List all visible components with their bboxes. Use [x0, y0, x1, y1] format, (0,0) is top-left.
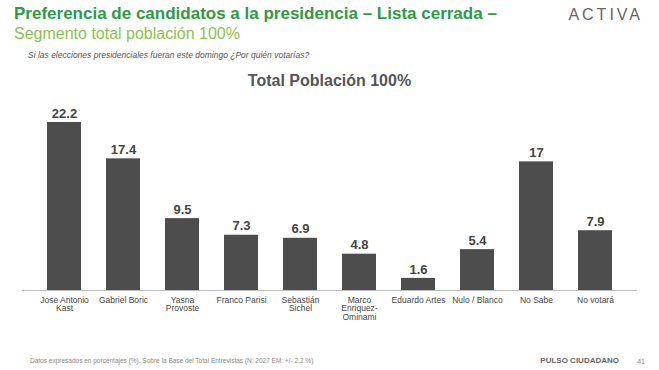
html-text:41: 41 — [637, 358, 645, 365]
html-text:Total Población 100%: Total Población 100% — [247, 72, 412, 89]
svg-text:1.6: 1.6 — [409, 262, 427, 277]
svg-text:17.4: 17.4 — [111, 142, 137, 157]
svg-text:7.3: 7.3 — [232, 218, 250, 233]
svg-text:Nulo / Blanco: Nulo / Blanco — [452, 295, 503, 305]
svg-text:YasnaProvoste: YasnaProvoste — [166, 295, 200, 314]
svg-text:7.9: 7.9 — [586, 214, 604, 229]
svg-text:SebastiánSichel: SebastiánSichel — [282, 295, 320, 314]
svg-text:Gabriel Boric: Gabriel Boric — [99, 295, 149, 305]
svg-text:22.2: 22.2 — [52, 106, 77, 121]
svg-text:Jose AntonioKast: Jose AntonioKast — [40, 295, 89, 314]
svg-text:Franco Parisi: Franco Parisi — [216, 295, 266, 305]
html-text:PULSO CIUDADANO: PULSO CIUDADANO — [540, 356, 619, 365]
svg-text:No Sabe: No Sabe — [520, 295, 553, 305]
svg-text:Eduardo Artes: Eduardo Artes — [392, 295, 446, 305]
svg-text:17: 17 — [529, 145, 543, 160]
svg-text:No votará: No votará — [577, 295, 614, 305]
html-text:Preferencia de candidatos a la: Preferencia de candidatos a la presidenc… — [14, 4, 497, 23]
svg-text:5.4: 5.4 — [468, 233, 487, 248]
svg-text:MarcoEnriquez-Ominami: MarcoEnriquez-Ominami — [341, 295, 378, 322]
html-text:Si las elecciones presidencial: Si las elecciones presidenciales fueran … — [28, 50, 310, 60]
html-text:ACTIVA: ACTIVA — [568, 6, 643, 23]
html-text:Datos expresados en porcentaje: Datos expresados en porcentajes (%). Sob… — [30, 357, 314, 364]
html-text:Segmento total población 100%: Segmento total población 100% — [14, 25, 240, 42]
svg-text:4.8: 4.8 — [350, 237, 368, 252]
svg-text:9.5: 9.5 — [173, 202, 191, 217]
svg-text:6.9: 6.9 — [291, 221, 309, 236]
